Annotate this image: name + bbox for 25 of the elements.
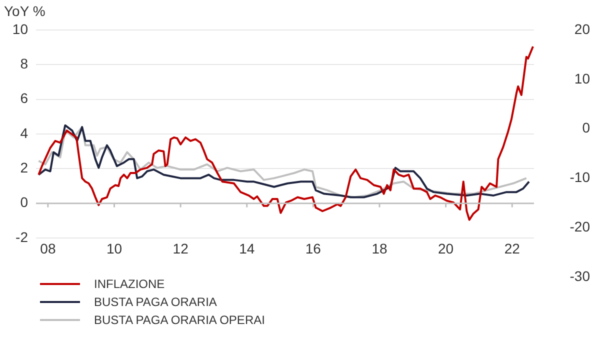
y2-tick-label: -20 [570,218,590,235]
x-tick-label: 14 [239,240,255,256]
y-axis-title: YoY % [4,2,46,19]
y-tick-label: 8 [20,56,28,72]
y2-tick-label: -10 [570,169,590,186]
y-tick-label: 4 [20,124,28,141]
y2-tick-label: 0 [582,120,590,136]
x-tick-label: 20 [438,240,454,256]
x-tick-label: 08 [40,240,56,256]
y2-tick-label: 10 [574,70,590,86]
y-tick-label: 6 [20,90,28,106]
x-tick-label: 12 [172,240,189,256]
y2-tick-label: 20 [574,20,590,37]
y2-tick-label: -30 [570,268,590,284]
y-tick-label: -2 [16,228,28,245]
x-tick-label: 18 [372,240,388,256]
x-tick-label: 10 [106,240,122,256]
y-tick-label: 0 [20,194,28,210]
y-tick-label: 2 [20,160,28,176]
legend-label: BUSTA PAGA ORARIA OPERAI [94,313,265,327]
legend-label: INFLAZIONE [94,277,165,291]
x-tick-label: 16 [305,240,322,256]
legend-label: BUSTA PAGA ORARIA [94,295,217,309]
y-tick-label: 10 [12,20,28,37]
x-tick-label: 22 [504,240,520,256]
